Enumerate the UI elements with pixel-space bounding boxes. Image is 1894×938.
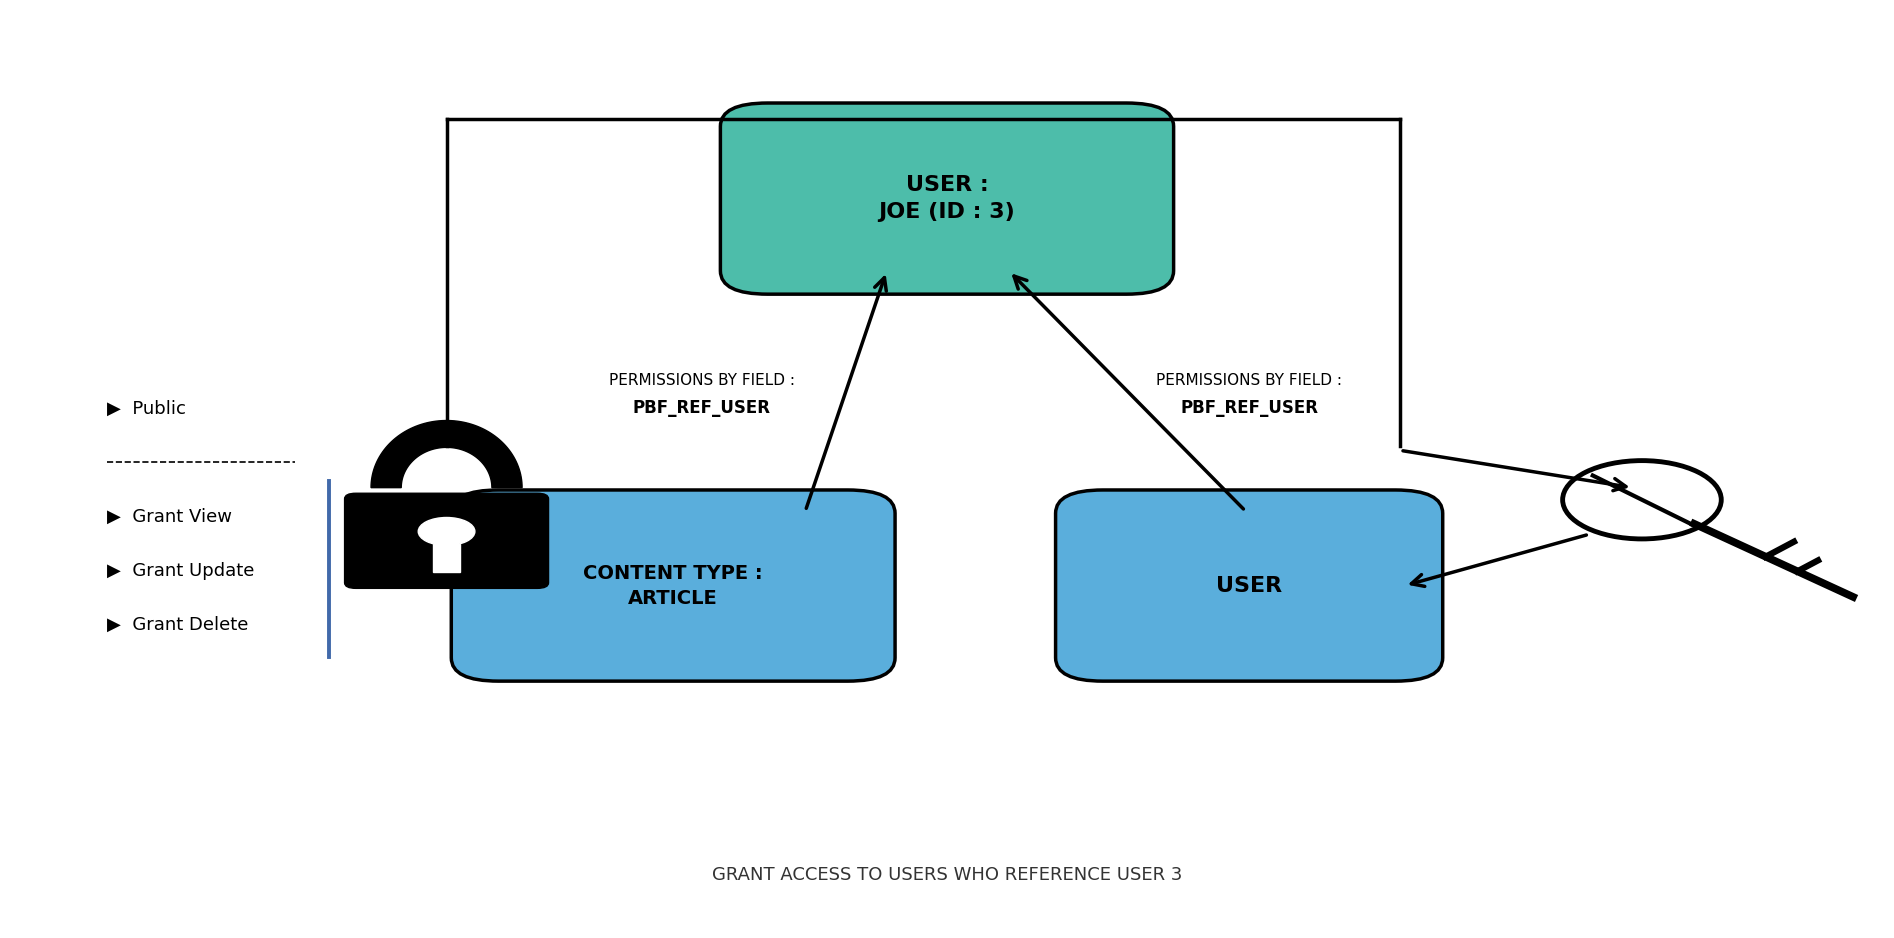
Polygon shape — [371, 420, 523, 488]
Text: CONTENT TYPE :
ARTICLE: CONTENT TYPE : ARTICLE — [583, 564, 763, 608]
FancyBboxPatch shape — [451, 490, 896, 681]
FancyBboxPatch shape — [345, 493, 549, 588]
Text: USER: USER — [1216, 576, 1282, 596]
Text: PERMISSIONS BY FIELD :: PERMISSIONS BY FIELD : — [608, 373, 794, 388]
Text: GRANT ACCESS TO USERS WHO REFERENCE USER 3: GRANT ACCESS TO USERS WHO REFERENCE USER… — [712, 866, 1182, 884]
Text: PERMISSIONS BY FIELD :: PERMISSIONS BY FIELD : — [1155, 373, 1343, 388]
Text: ▶  Grant View: ▶ Grant View — [106, 507, 231, 525]
Text: USER :
JOE (ID : 3): USER : JOE (ID : 3) — [879, 175, 1015, 221]
Text: ▶  Public: ▶ Public — [106, 400, 186, 417]
Text: PBF_REF_USER: PBF_REF_USER — [1180, 400, 1318, 417]
FancyBboxPatch shape — [1055, 490, 1443, 681]
Text: ▶  Grant Update: ▶ Grant Update — [106, 562, 254, 580]
Bar — [434, 544, 460, 571]
Text: PBF_REF_USER: PBF_REF_USER — [633, 400, 771, 417]
Circle shape — [419, 518, 475, 546]
Text: ▶  Grant Delete: ▶ Grant Delete — [106, 615, 248, 634]
FancyBboxPatch shape — [720, 103, 1174, 295]
